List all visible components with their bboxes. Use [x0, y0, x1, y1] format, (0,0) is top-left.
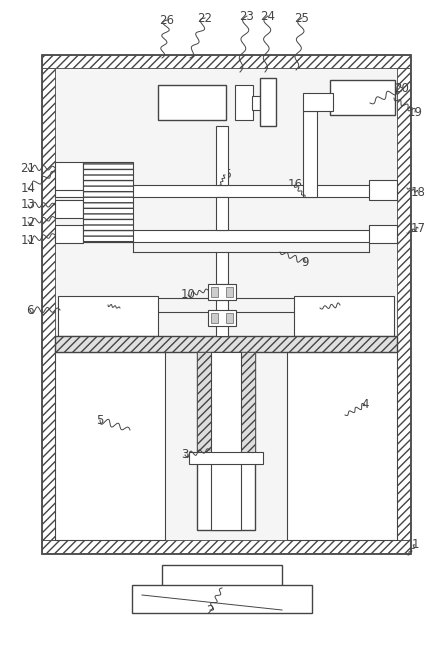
Bar: [369, 180, 397, 200]
Text: 11: 11: [20, 233, 36, 247]
Bar: [55, 230, 397, 242]
Bar: [42, 540, 410, 553]
Bar: [132, 585, 312, 613]
Bar: [216, 252, 228, 284]
Bar: [162, 565, 282, 587]
Bar: [330, 80, 395, 115]
Bar: [303, 93, 333, 111]
Bar: [226, 287, 233, 297]
Text: 12: 12: [20, 215, 36, 229]
Text: 5: 5: [96, 414, 104, 426]
Bar: [252, 96, 262, 110]
Text: 13: 13: [20, 199, 36, 211]
Text: 10: 10: [181, 289, 195, 301]
Bar: [260, 78, 276, 126]
Bar: [55, 352, 165, 540]
Bar: [211, 313, 218, 323]
Bar: [55, 185, 397, 197]
Text: 14: 14: [20, 181, 36, 195]
Bar: [55, 162, 83, 190]
Bar: [42, 55, 410, 68]
Bar: [55, 225, 83, 243]
Bar: [216, 300, 228, 336]
Bar: [369, 225, 397, 243]
Bar: [189, 452, 263, 464]
Bar: [211, 287, 218, 297]
Text: 6: 6: [26, 303, 34, 317]
Bar: [42, 55, 410, 553]
Bar: [208, 310, 236, 326]
Bar: [55, 336, 397, 352]
Bar: [55, 68, 397, 540]
Text: 4: 4: [361, 398, 369, 412]
Bar: [197, 352, 211, 452]
Bar: [158, 85, 226, 120]
Text: 21: 21: [20, 161, 36, 175]
Text: 7: 7: [104, 299, 112, 311]
Bar: [397, 68, 410, 540]
Text: 20: 20: [395, 81, 409, 95]
Bar: [226, 313, 233, 323]
Bar: [303, 111, 317, 197]
Bar: [241, 352, 255, 452]
Bar: [211, 352, 241, 530]
Text: 3: 3: [181, 448, 189, 462]
Bar: [42, 68, 55, 540]
Bar: [208, 284, 236, 300]
Text: 19: 19: [408, 105, 422, 119]
Bar: [58, 296, 158, 336]
Text: 2: 2: [206, 604, 214, 616]
Text: 26: 26: [159, 13, 174, 27]
Text: 25: 25: [295, 11, 309, 25]
Text: 1: 1: [411, 538, 419, 552]
Bar: [235, 85, 253, 120]
Bar: [287, 352, 397, 540]
Bar: [197, 352, 255, 530]
Text: 17: 17: [410, 221, 425, 235]
Text: 22: 22: [198, 11, 213, 25]
Text: 16: 16: [287, 179, 303, 191]
Bar: [294, 296, 394, 336]
Text: 18: 18: [411, 185, 425, 199]
Bar: [216, 126, 228, 185]
Text: 9: 9: [301, 255, 309, 269]
Bar: [216, 197, 228, 230]
Text: 23: 23: [239, 9, 255, 23]
Bar: [83, 162, 133, 242]
Text: 24: 24: [260, 9, 275, 23]
Text: 8: 8: [336, 299, 344, 311]
Text: 15: 15: [218, 169, 232, 181]
Bar: [55, 200, 83, 218]
